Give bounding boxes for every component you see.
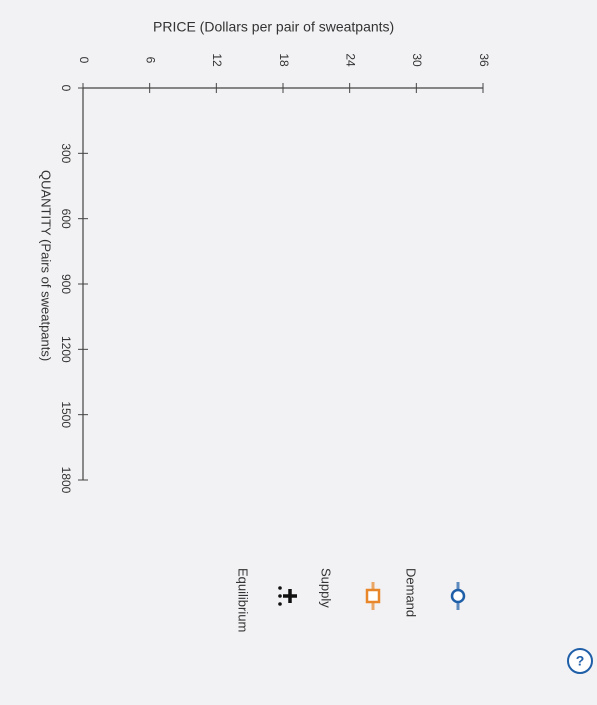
svg-text:?: ? [576, 653, 585, 669]
legend-label: Supply [319, 568, 334, 608]
y-tick-label: 0 [77, 57, 91, 64]
x-axis-title: QUANTITY (Pairs of sweatpants) [39, 170, 54, 361]
legend-dot [278, 586, 282, 590]
y-axis-title: PRICE (Dollars per pair of sweatpants) [153, 19, 394, 35]
x-tick-label: 1800 [59, 467, 73, 494]
legend-symbol [365, 588, 381, 604]
x-tick-label: 1500 [59, 401, 73, 428]
x-tick-label: 900 [59, 274, 73, 294]
y-tick-label: 36 [477, 53, 491, 67]
help-button[interactable]: ? [567, 648, 593, 674]
legend-symbol [283, 589, 297, 603]
y-tick-label: 30 [410, 53, 424, 67]
x-tick-label: 0 [59, 85, 73, 92]
y-tick-label: 12 [210, 53, 224, 67]
y-tick-label: 24 [343, 53, 357, 67]
legend-symbol [450, 588, 466, 604]
legend-dot [278, 594, 282, 598]
legend-label: Demand [404, 568, 419, 617]
legend-dot [278, 602, 282, 606]
y-tick-label: 6 [143, 57, 157, 64]
legend-label: Equilibrium [236, 568, 251, 632]
x-tick-label: 300 [59, 143, 73, 163]
x-tick-label: 1200 [59, 336, 73, 363]
y-tick-label: 18 [277, 53, 291, 67]
x-tick-label: 600 [59, 209, 73, 229]
